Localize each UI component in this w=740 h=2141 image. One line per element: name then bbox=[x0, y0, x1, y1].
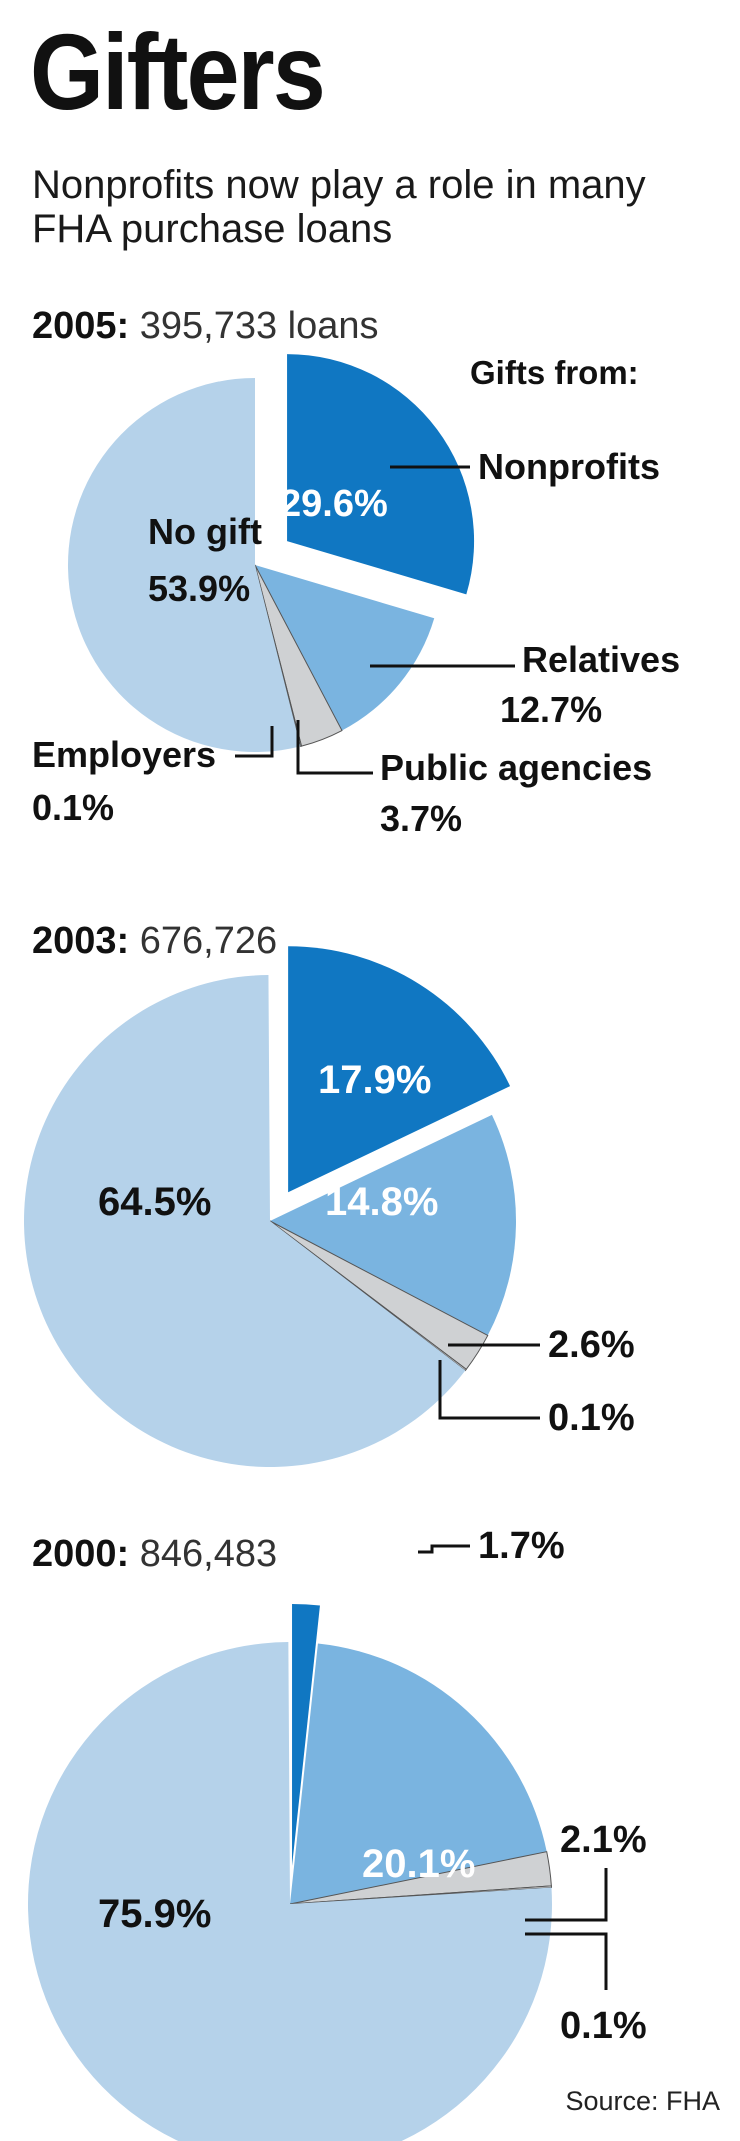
pie-2000-loans: 846,483 bbox=[139, 1533, 278, 1575]
slice-employers bbox=[269, 1220, 467, 1372]
chart-subtitle: Nonprofits now play a role in many FHA p… bbox=[32, 163, 646, 251]
slice-relatives bbox=[255, 565, 435, 731]
pie-2005-heading: 2005: 395,733 loans bbox=[32, 307, 379, 345]
legend-title: Gifts from: bbox=[470, 354, 639, 391]
label-2003-employers-value: 0.1% bbox=[548, 1397, 635, 1439]
slice-relatives bbox=[270, 1114, 517, 1336]
label-2003-no-gift-value: 64.5% bbox=[98, 1180, 211, 1224]
leader-2003-employers bbox=[438, 1360, 540, 1420]
label-2005-employers: Employers bbox=[32, 734, 216, 775]
pie-2003-loans: 676,726 bbox=[139, 920, 278, 962]
label-2003-nonprofits-value: 17.9% bbox=[318, 1058, 431, 1102]
label-2003-relatives-value: 14.8% bbox=[325, 1180, 438, 1224]
slice-employers bbox=[254, 564, 303, 748]
label-2005-employers-value: 0.1% bbox=[32, 787, 114, 828]
label-2005-public: Public agencies bbox=[380, 747, 652, 788]
label-2003-public-value: 2.6% bbox=[548, 1324, 635, 1366]
slice-relatives bbox=[290, 1643, 547, 1904]
leader-2005-public bbox=[296, 720, 373, 775]
pie-2003-year: 2003: bbox=[32, 920, 130, 962]
slice-nonprofits bbox=[292, 1604, 320, 1867]
pie-2005 bbox=[67, 354, 475, 752]
label-2005-nonprofits: Nonprofits bbox=[478, 446, 660, 487]
pie-2003-heading: 2003: 676,726 bbox=[32, 922, 277, 960]
source-note: Source: FHA bbox=[565, 2086, 720, 2116]
pie-2000-year: 2000: bbox=[32, 1533, 130, 1575]
label-2000-public-value: 2.1% bbox=[560, 1819, 647, 1861]
label-2005-nonprofits-value: 29.6% bbox=[280, 483, 388, 525]
leader-2000-employers bbox=[525, 1932, 608, 1990]
label-2005-relatives: Relatives bbox=[522, 639, 680, 680]
label-2005-relatives-value: 12.7% bbox=[500, 689, 602, 730]
label-2000-no-gift-value: 75.9% bbox=[98, 1892, 211, 1936]
label-2000-nonprofits-value: 1.7% bbox=[478, 1525, 565, 1567]
pie-2000 bbox=[28, 1604, 553, 2141]
label-2000-employers-value: 0.1% bbox=[560, 2005, 647, 2047]
slice-no_gift bbox=[24, 975, 466, 1467]
slice-nonprofits bbox=[288, 946, 511, 1193]
slice-no_gift bbox=[28, 1642, 552, 2141]
label-2005-public-value: 3.7% bbox=[380, 798, 462, 839]
pie-2003 bbox=[24, 946, 517, 1467]
slice-nonprofits bbox=[287, 354, 475, 595]
label-2000-relatives-value: 20.1% bbox=[362, 1842, 475, 1886]
slice-no_gift bbox=[67, 378, 301, 752]
slice-employers bbox=[289, 1885, 553, 1905]
leader-2000-nonprofits bbox=[418, 1544, 470, 1554]
label-2005-no-gift-value: 53.9% bbox=[148, 568, 250, 609]
pie-2005-loans: 395,733 loans bbox=[139, 305, 379, 347]
label-2005-no-gift: No gift bbox=[148, 511, 262, 552]
chart-title: Gifters bbox=[30, 11, 326, 132]
leader-2005-employers bbox=[235, 726, 274, 758]
pie-2000-heading: 2000: 846,483 bbox=[32, 1535, 277, 1573]
pie-2005-year: 2005: bbox=[32, 305, 130, 347]
leader-2000-public bbox=[525, 1868, 608, 1922]
